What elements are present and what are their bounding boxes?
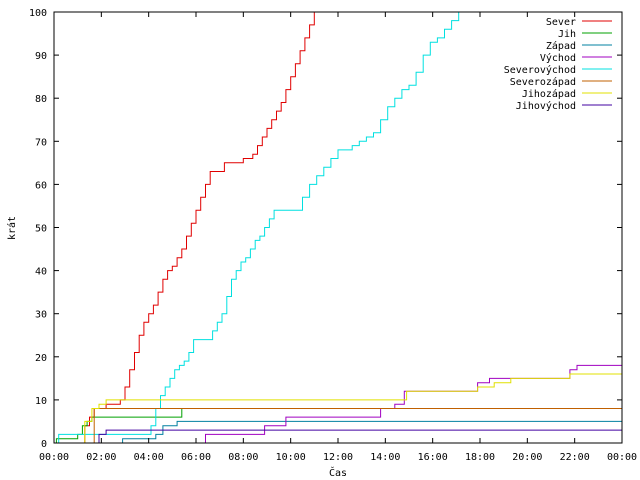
plot-frame	[53, 11, 623, 444]
legend-label-zapad: Západ	[546, 40, 576, 52]
legend-label-sever: Sever	[546, 17, 576, 28]
y-tick-label: 40	[35, 267, 47, 278]
x-tick-label: 00:00	[39, 452, 69, 463]
series-line-zapad	[54, 420, 622, 444]
legend-label-vychod: Východ	[540, 52, 576, 64]
x-tick-label: 12:00	[323, 452, 353, 463]
x-tick-label: 20:00	[512, 452, 542, 463]
x-tick-label: 02:00	[86, 452, 116, 463]
x-tick-label: 00:00	[607, 452, 637, 463]
series-line-sever	[54, 12, 315, 444]
x-tick-label: 18:00	[465, 452, 495, 463]
legend-label-severovychod: Severovýchod	[504, 64, 576, 76]
legend-label-jihozapad: Jihozápad	[522, 88, 576, 100]
legend-label-jihovychod: Jihovýchod	[516, 100, 576, 112]
legend-label-jih: Jih	[558, 29, 576, 40]
series-line-jihozapad	[54, 369, 623, 444]
y-tick-label: 70	[35, 137, 47, 148]
legend: SeverJihZápadVýchodSeverovýchodSeverozáp…	[504, 17, 612, 112]
x-tick-label: 16:00	[418, 452, 448, 463]
y-tick-label: 20	[35, 353, 47, 364]
y-tick-label: 90	[35, 51, 47, 62]
x-tick-label: 22:00	[560, 452, 590, 463]
x-tick-label: 10:00	[276, 452, 306, 463]
x-tick-label: 14:00	[370, 452, 400, 463]
y-tick-label: 0	[41, 439, 47, 450]
series-line-severovychod	[54, 12, 460, 444]
x-tick-label: 08:00	[228, 452, 258, 463]
y-tick-label: 100	[29, 8, 47, 19]
y-tick-label: 60	[35, 180, 47, 191]
x-tick-label: 06:00	[181, 452, 211, 463]
y-tick-label: 30	[35, 310, 47, 321]
y-tick-label: 50	[35, 224, 47, 235]
y-tick-label: 80	[35, 94, 47, 105]
axes-layer: 0 10 20 30 40 50 60 70 80 90 100 00:00 02:00 04:00 06:…	[29, 8, 637, 463]
x-axis-label: Čas	[329, 466, 347, 479]
legend-label-severozapad: Severozápad	[510, 76, 576, 88]
x-tick-label: 04:00	[134, 452, 164, 463]
y-tick-label: 10	[35, 396, 47, 407]
y-axis-label: krát	[6, 216, 18, 240]
